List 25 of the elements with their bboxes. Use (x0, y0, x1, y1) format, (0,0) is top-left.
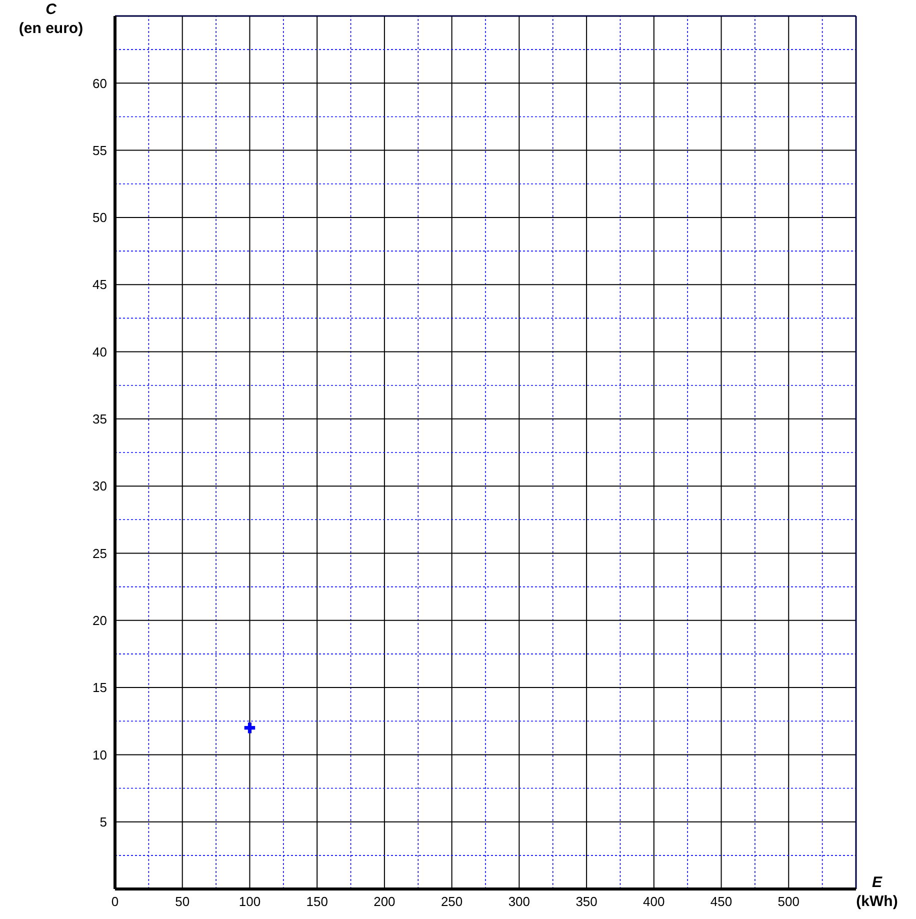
y-tick-label: 50 (92, 210, 107, 226)
y-tick-label: 20 (92, 613, 107, 628)
x-tick-label: 350 (576, 894, 598, 910)
x-tick-label: 300 (508, 894, 530, 910)
x-tick-label: 200 (374, 894, 396, 910)
y-tick-label: 55 (92, 142, 107, 158)
x-tick-label: 450 (710, 894, 732, 910)
chart-title: C (en euro) (18, 0, 84, 38)
y-tick-label: 25 (92, 546, 107, 561)
y-tick-label: 40 (92, 344, 107, 360)
x-tick-label: 400 (643, 894, 665, 910)
y-tick-label: 30 (92, 478, 107, 494)
x-tick-label: 250 (440, 894, 463, 910)
y-tick-label: 5 (100, 814, 107, 830)
y-tick-label: 35 (92, 412, 107, 427)
x-tick-label: 100 (238, 894, 261, 910)
y-tick-label: 10 (92, 747, 107, 762)
y-tick-label: 60 (92, 76, 107, 91)
y-tick-label: 15 (92, 680, 107, 696)
x-tick-label: 500 (778, 894, 800, 910)
x-tick-label: 150 (306, 894, 328, 910)
x-tick-label: 50 (175, 894, 190, 910)
x-axis-title: E (kWh) (855, 873, 899, 911)
x-tick-label: 0 (111, 894, 119, 910)
y-tick-label: 45 (92, 277, 107, 292)
